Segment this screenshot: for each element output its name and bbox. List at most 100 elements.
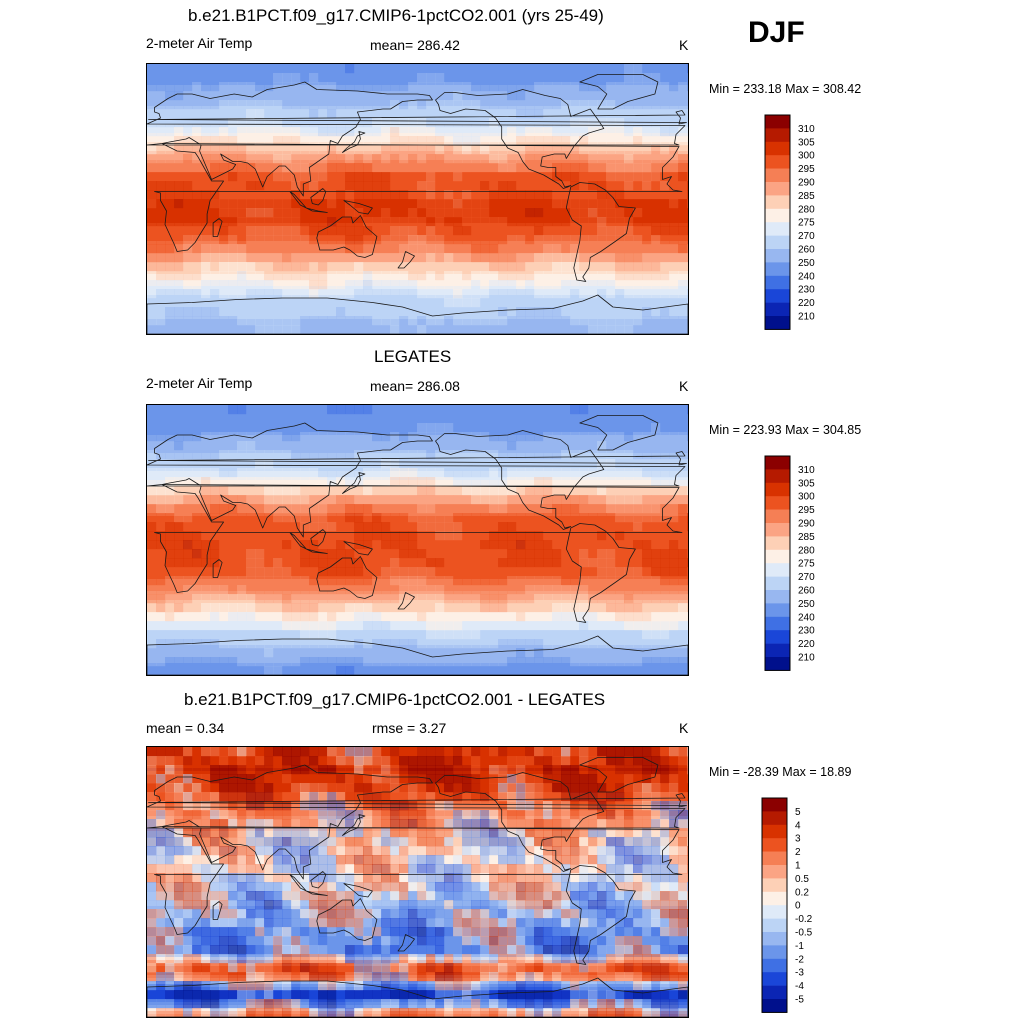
map-cell [417,289,427,299]
map-cell [633,82,643,92]
map-cell [435,64,445,74]
map-cell [543,783,553,793]
map-cell [480,199,490,209]
map-cell [390,325,400,334]
map-cell [678,441,688,451]
map-cell [597,244,607,254]
map-cell [210,747,220,757]
map-cell [210,513,220,523]
map-cell [264,558,274,568]
map-cell [417,100,427,110]
map-cell [372,855,382,865]
map-cell [372,486,382,496]
map-cell [210,864,220,874]
map-cell [255,289,265,299]
map-cell [498,163,508,173]
map-cell [633,540,643,550]
map-cell [345,73,355,83]
map-cell [183,603,193,613]
map-cell [219,576,229,586]
map-cell [453,244,463,254]
map-cell [525,136,535,146]
map-cell [372,540,382,550]
map-cell [417,235,427,245]
map-cell [183,73,193,83]
map-cell [597,181,607,191]
map-cell [165,792,175,802]
map-cell [462,774,472,784]
map-cell [579,73,589,83]
map-cell [255,549,265,559]
map-cell [444,118,454,128]
map-cell [327,414,337,424]
map-cell [480,468,490,478]
map-cell [570,621,580,631]
map-cell [597,82,607,92]
map-cell [489,298,499,308]
map-cell [237,100,247,110]
map-cell [669,253,679,263]
map-cell [381,837,391,847]
map-cell [309,585,319,595]
map-cell [480,828,490,838]
map-cell [489,199,499,209]
map-cell [444,657,454,667]
map-cell [462,828,472,838]
map-cell [507,477,517,487]
map-cell [525,145,535,155]
map-cell [228,235,238,245]
map-cell [552,298,562,308]
map-cell [309,801,319,811]
map-cell [552,594,562,604]
map-cell [345,145,355,155]
map-cell [318,603,328,613]
map-cell [291,432,301,442]
map-cell [264,612,274,622]
map-cell [228,864,238,874]
map-cell [291,810,301,820]
map-cell [201,325,211,334]
map-cell [453,307,463,317]
map-cell [642,145,652,155]
map-cell [489,639,499,649]
map-cell [183,882,193,892]
map-cell [678,181,688,191]
map-cell [507,316,517,326]
map-cell [345,873,355,883]
map-cell [327,226,337,236]
map-cell [435,226,445,236]
map-cell [462,513,472,523]
map-cell [426,64,436,74]
map-cell [309,756,319,766]
map-cell [489,603,499,613]
map-cell [201,450,211,460]
map-cell [282,82,292,92]
map-cell [300,172,310,182]
map-cell [444,262,454,272]
map-cell [363,594,373,604]
map-cell [390,666,400,675]
map-cell [408,801,418,811]
map-cell [147,172,157,182]
map-cell [426,253,436,263]
map-cell [237,316,247,326]
map-cell [291,298,301,308]
map-cell [219,423,229,433]
map-cell [210,253,220,263]
map-cell [588,549,598,559]
map-cell [687,594,688,604]
map-cell [210,531,220,541]
map-cell [444,837,454,847]
map-cell [408,873,418,883]
map-cell [579,172,589,182]
map-cell [300,774,310,784]
map-cell [273,576,283,586]
map-cell [489,774,499,784]
map-cell [453,657,463,667]
map-cell [561,100,571,110]
map-cell [642,244,652,254]
map-cell [426,441,436,451]
map-cell [210,109,220,119]
map-cell [228,100,238,110]
map-cell [246,441,256,451]
